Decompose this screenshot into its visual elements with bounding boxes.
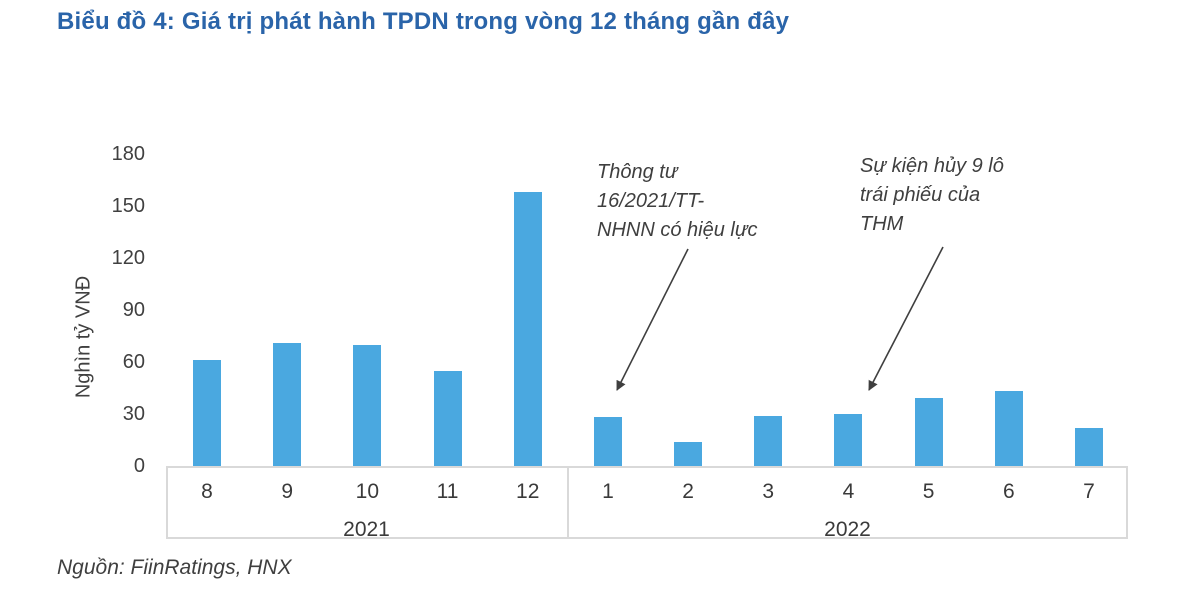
- y-axis-title: Nghìn tỷ VNĐ: [72, 275, 95, 399]
- x-tick-month-9: 9: [281, 480, 294, 503]
- bar-month-12: [513, 192, 542, 466]
- year-divider-line: [567, 468, 569, 537]
- annotation-2: Sự kiện hủy 9 lô trái phiếu của THM: [860, 155, 1004, 235]
- x-tick-month-5: 5: [922, 480, 935, 503]
- bar-month-5: [914, 398, 943, 466]
- chart-title: Biểu đồ 4: Giá trị phát hành TPDN trong …: [57, 8, 790, 35]
- y-tick-60: 60: [122, 351, 145, 373]
- annotation-1: Thông tư 16/2021/TT- NHNN có hiệu lực: [597, 161, 758, 241]
- bar-month-9: [273, 342, 302, 466]
- source-note: Nguồn: FiinRatings, HNX: [57, 556, 292, 579]
- y-tick-0: 0: [133, 455, 145, 477]
- bar-month-1: [593, 417, 622, 466]
- bar-month-4: [834, 414, 863, 466]
- y-tick-180: 180: [111, 143, 145, 165]
- annotation-arrow-2: [868, 246, 944, 391]
- bar-month-3: [754, 415, 783, 466]
- x-group-label-2021: 2021: [343, 518, 390, 541]
- annotation-arrow-1: [616, 248, 689, 391]
- x-tick-month-6: 6: [1002, 480, 1015, 503]
- bar-month-6: [994, 391, 1023, 466]
- bar-month-11: [433, 370, 462, 466]
- x-tick-month-2: 2: [682, 480, 694, 503]
- x-group-label-2022: 2022: [824, 518, 871, 541]
- x-tick-month-4: 4: [842, 480, 855, 503]
- bar-month-10: [353, 344, 382, 466]
- bar-month-7: [1075, 427, 1103, 466]
- x-tick-month-10: 10: [355, 480, 380, 503]
- y-tick-150: 150: [111, 195, 145, 217]
- x-tick-month-8: 8: [201, 480, 213, 503]
- y-tick-120: 120: [111, 247, 145, 269]
- bar-month-8: [193, 360, 221, 466]
- x-tick-month-1: 1: [602, 480, 614, 503]
- y-tick-90: 90: [122, 299, 145, 321]
- x-tick-month-3: 3: [762, 480, 775, 503]
- y-tick-30: 30: [122, 403, 145, 425]
- bar-month-2: [674, 441, 703, 466]
- x-tick-month-11: 11: [436, 480, 459, 503]
- x-tick-month-12: 12: [516, 480, 540, 503]
- x-tick-month-7: 7: [1083, 480, 1095, 503]
- x-axis-band: [166, 466, 1128, 539]
